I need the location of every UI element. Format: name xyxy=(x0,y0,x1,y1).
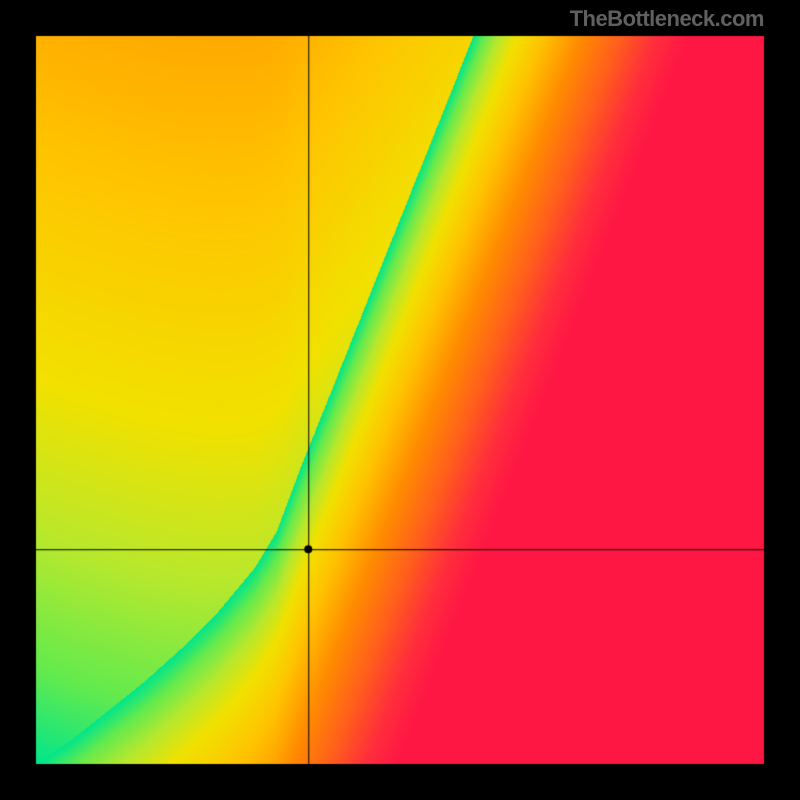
chart-container: { "watermark": "TheBottleneck.com", "can… xyxy=(0,0,800,800)
bottleneck-heatmap xyxy=(0,0,800,800)
watermark-text: TheBottleneck.com xyxy=(570,6,764,32)
